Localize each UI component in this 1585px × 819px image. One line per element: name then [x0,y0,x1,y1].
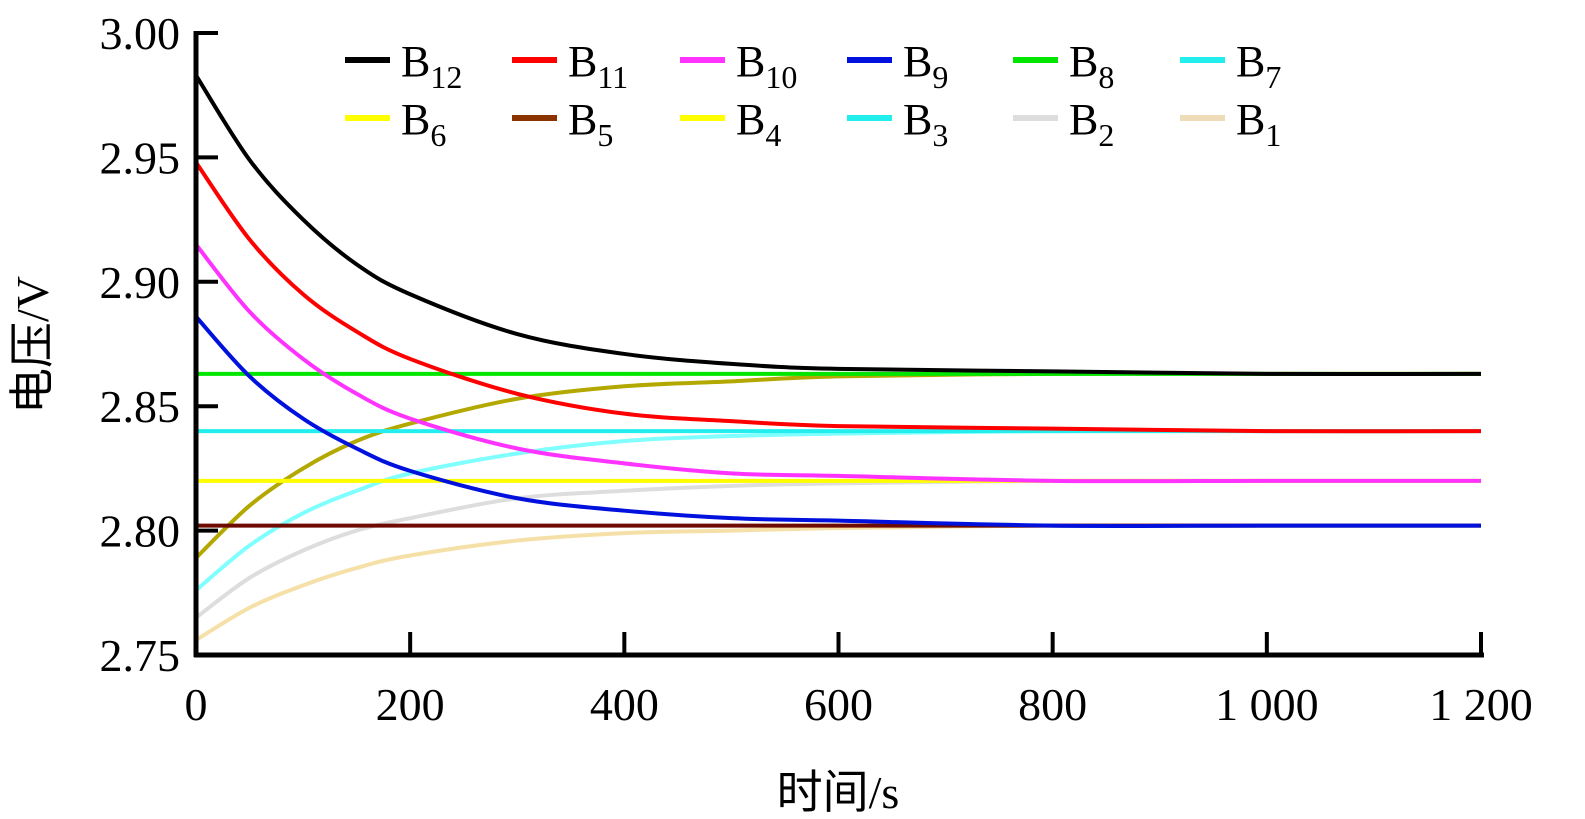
series-line-b11 [194,161,1482,434]
legend-item-b8: B8 [1013,37,1114,95]
legend-label: B11 [568,37,628,95]
series-line-b10 [194,243,1481,484]
y-ticks: 2.75 2.80 2.85 2.90 2.95 3.00 [100,8,218,681]
legend-label: B7 [1236,37,1281,95]
x-tick-label: 200 [376,679,445,730]
legend-item-b1: B1 [1180,95,1281,153]
legend-label: B1 [1236,95,1281,153]
legend-item-b4: B4 [680,95,781,153]
y-tick-label: 2.90 [100,257,181,308]
legend-item-b12: B12 [345,37,462,95]
x-tick-label: 0 [185,679,208,730]
series-line-b12 [194,74,1482,377]
legend-label: B4 [736,95,781,153]
legend-label: B3 [903,95,948,153]
y-tick-label: 2.95 [100,132,181,183]
legend-label: B10 [736,37,797,95]
y-tick-label: 2.75 [100,630,181,681]
legend-label: B5 [568,95,613,153]
legend-item-b5: B5 [512,95,613,153]
legend-label: B8 [1069,37,1114,95]
series-line-b9 [194,315,1481,528]
series-lines [194,74,1482,642]
x-tick-label: 1 200 [1429,679,1533,730]
legend-item-b11: B11 [512,37,628,95]
legend-label: B2 [1069,95,1114,153]
legend-item-b9: B9 [847,37,948,95]
x-axis-label: 时间/s [777,767,900,818]
series-line-b4 [194,371,1481,560]
x-tick-label: 400 [590,679,659,730]
legend: B12 B11 B10 B9 B8 B7 B6 B5 B4 B3 B2 B1 [345,37,1281,153]
legend-label: B9 [903,37,948,95]
legend-item-b3: B3 [847,95,948,153]
x-ticks: 0 200 400 600 800 1 000 1 200 [185,632,1533,730]
y-axis-label: 电压/V [7,276,58,414]
x-tick-label: 1 000 [1215,679,1319,730]
legend-item-b10: B10 [680,37,797,95]
y-tick-label: 2.80 [100,506,181,557]
series-line-b2 [194,478,1481,620]
legend-label: B12 [401,37,462,95]
x-tick-label: 800 [1018,679,1087,730]
axes [193,31,1484,658]
y-tick-label: 2.85 [100,381,181,432]
y-tick-label: 3.00 [100,8,181,59]
series-line-b3 [194,428,1481,592]
legend-item-b6: B6 [345,95,446,153]
x-tick-label: 600 [804,679,873,730]
legend-label: B6 [401,95,446,153]
legend-item-b2: B2 [1013,95,1114,153]
legend-item-b7: B7 [1180,37,1281,95]
series-line-b1 [194,523,1481,642]
